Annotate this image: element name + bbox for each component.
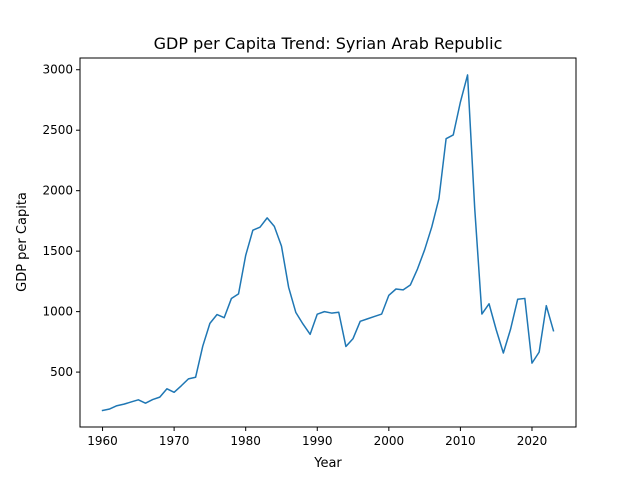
x-tick-label: 2020 (517, 434, 548, 448)
plot-area (101, 74, 555, 412)
x-tick-label: 1960 (87, 434, 118, 448)
y-tick-label: 1000 (42, 305, 73, 319)
y-tick-label: 1500 (42, 244, 73, 258)
y-tick-label: 3000 (42, 63, 73, 77)
x-tick-label: 1980 (230, 434, 261, 448)
x-tick-label: 2000 (374, 434, 405, 448)
x-axis-label: Year (313, 456, 342, 471)
y-axis-label: GDP per Capita (15, 192, 30, 292)
x-tick-label: 1970 (159, 434, 190, 448)
plot-frame (79, 57, 577, 428)
chart-title: GDP per Capita Trend: Syrian Arab Republ… (154, 34, 503, 53)
y-tick-label: 500 (50, 365, 73, 379)
y-tick-label: 2000 (42, 184, 73, 198)
series-line (101, 74, 555, 412)
y-tick-label: 2500 (42, 123, 73, 137)
x-tick-label: 2010 (445, 434, 476, 448)
x-tick-label: 1990 (302, 434, 333, 448)
